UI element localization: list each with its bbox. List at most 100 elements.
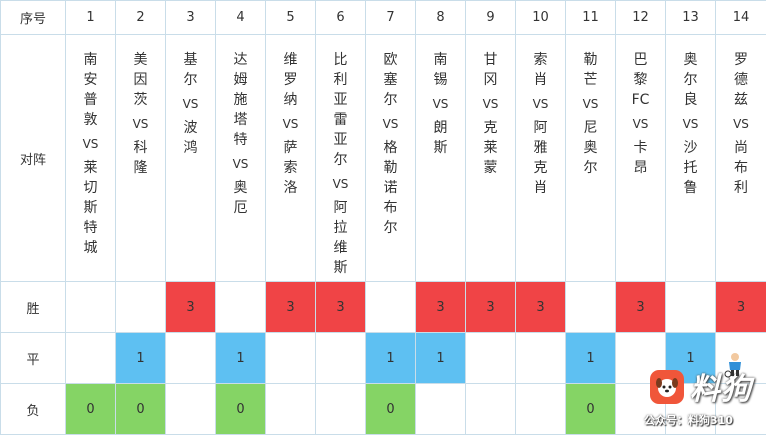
match-number: 11 xyxy=(566,1,616,35)
away-team-char: 利 xyxy=(734,178,748,198)
away-team-char: 尼 xyxy=(584,118,598,138)
away-team-char: 托 xyxy=(684,158,698,178)
vs-label: VS xyxy=(233,154,249,174)
away-team-char: 维 xyxy=(334,238,348,258)
home-team-char: 美 xyxy=(134,50,148,70)
home-team-char: 索 xyxy=(534,50,548,70)
home-team-char: 亚 xyxy=(334,90,348,110)
away-team-char: 尔 xyxy=(584,158,598,178)
match-number: 12 xyxy=(616,1,666,35)
home-team-char: 安 xyxy=(84,70,98,90)
vs-label: VS xyxy=(533,94,549,114)
matchup-header: 对阵 xyxy=(1,35,66,282)
loss-mark: 0 xyxy=(566,384,616,435)
draw-mark: 1 xyxy=(416,333,466,384)
empty-cell xyxy=(66,282,116,333)
vs-label: VS xyxy=(283,114,299,134)
away-team-char: 沙 xyxy=(684,138,698,158)
away-team-char: 克 xyxy=(484,118,498,138)
home-team-char: 塞 xyxy=(384,70,398,90)
home-team-char: 雷 xyxy=(334,110,348,130)
vs-label: VS xyxy=(383,114,399,134)
away-team-char: 阿 xyxy=(534,118,548,138)
win-mark: 3 xyxy=(716,282,766,333)
vs-label: VS xyxy=(333,174,349,194)
home-team-char: 基 xyxy=(184,50,198,70)
home-team-char: FC xyxy=(632,90,650,110)
home-team-char: 茨 xyxy=(134,90,148,110)
away-team-char: 厄 xyxy=(234,198,248,218)
match-number: 13 xyxy=(666,1,716,35)
football-player-icon xyxy=(724,352,746,378)
empty-cell xyxy=(366,282,416,333)
win-mark: 3 xyxy=(466,282,516,333)
home-team-char: 南 xyxy=(84,50,98,70)
home-team-char: 普 xyxy=(84,90,98,110)
away-team-char: 拉 xyxy=(334,218,348,238)
vs-label: VS xyxy=(683,114,699,134)
away-team-char: 朗 xyxy=(434,118,448,138)
away-team-char: 布 xyxy=(384,198,398,218)
match-number: 7 xyxy=(366,1,416,35)
away-team-char: 布 xyxy=(734,158,748,178)
win-mark: 3 xyxy=(516,282,566,333)
empty-cell xyxy=(316,333,366,384)
empty-cell xyxy=(466,333,516,384)
away-team-char: 莱 xyxy=(484,138,498,158)
vs-label: VS xyxy=(83,134,99,154)
home-team-char: 尔 xyxy=(684,70,698,90)
home-team-char: 黎 xyxy=(634,70,648,90)
vs-label: VS xyxy=(633,114,649,134)
match-number: 14 xyxy=(716,1,766,35)
win-label: 胜 xyxy=(1,282,66,333)
match-number: 2 xyxy=(116,1,166,35)
match-number: 5 xyxy=(266,1,316,35)
match-number: 1 xyxy=(66,1,116,35)
empty-cell xyxy=(466,384,516,435)
home-team-char: 敦 xyxy=(84,110,98,130)
empty-cell xyxy=(716,384,766,435)
draw-mark: 1 xyxy=(366,333,416,384)
away-team-char: 洛 xyxy=(284,178,298,198)
home-team-char: 姆 xyxy=(234,70,248,90)
win-mark: 3 xyxy=(266,282,316,333)
home-team-char: 良 xyxy=(684,90,698,110)
empty-cell xyxy=(416,384,466,435)
index-header: 序号 xyxy=(1,1,66,35)
home-team-char: 维 xyxy=(284,50,298,70)
away-team-char: 奥 xyxy=(234,178,248,198)
home-team-char: 南 xyxy=(434,50,448,70)
empty-cell xyxy=(116,282,166,333)
win-mark: 3 xyxy=(416,282,466,333)
home-team-char: 欧 xyxy=(384,50,398,70)
away-team-char: 隆 xyxy=(134,158,148,178)
loss-mark: 0 xyxy=(116,384,166,435)
away-team-char: 肖 xyxy=(534,178,548,198)
home-team-char: 冈 xyxy=(484,70,498,90)
home-team-char: 纳 xyxy=(284,90,298,110)
home-team-char: 奥 xyxy=(684,50,698,70)
away-team-char: 格 xyxy=(384,138,398,158)
home-team-char: 尔 xyxy=(184,70,198,90)
away-team-char: 切 xyxy=(84,178,98,198)
empty-cell xyxy=(516,384,566,435)
away-team-char: 特 xyxy=(84,218,98,238)
empty-cell xyxy=(216,282,266,333)
loss-mark: 0 xyxy=(216,384,266,435)
